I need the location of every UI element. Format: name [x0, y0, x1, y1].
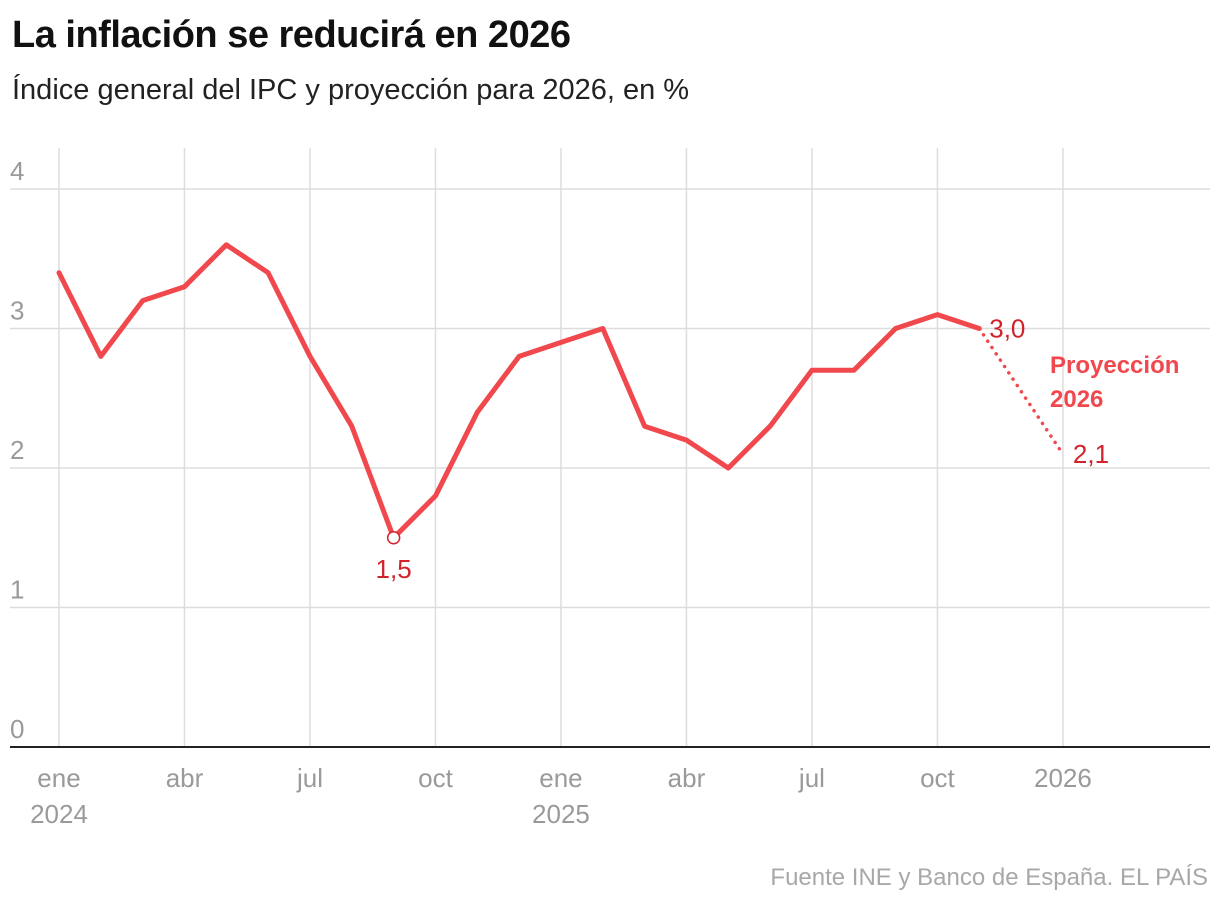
annotations-group: 1,5 3,0 2,1: [376, 314, 1110, 584]
x-tick-label: ene: [539, 763, 582, 793]
x-tick-label: jul: [798, 763, 825, 793]
x-tick-label: ene: [37, 763, 80, 793]
x-tick-label: jul: [296, 763, 323, 793]
y-gridlines: [10, 188, 1210, 609]
y-tick-label: 0: [10, 714, 24, 744]
x-axis-ticks: ene 2024 abr jul oct ene 2025 abr jul oct 2026: [30, 763, 1092, 829]
source-note: Fuente INE y Banco de España. EL PAÍS: [770, 864, 1208, 891]
x-tick-label: oct: [920, 763, 955, 793]
x-tick-year-label: 2024: [30, 799, 88, 829]
projection-label-line-2: 2026: [1050, 386, 1103, 413]
chart-title: La inflación se reducirá en 2026: [12, 14, 571, 56]
x-tick-year-label: 2025: [532, 799, 590, 829]
x-gridlines: [58, 148, 1064, 747]
y-tick-label: 3: [10, 296, 24, 326]
x-tick-label: 2026: [1034, 763, 1092, 793]
chart-subtitle: Índice general del IPC y proyección para…: [12, 74, 690, 106]
value-annotation: 2,1: [1073, 439, 1109, 469]
projection-line: [977, 326, 1065, 456]
ipc-line: [56, 242, 982, 541]
min-point-marker: [386, 531, 401, 545]
series-group: [56, 242, 1065, 541]
y-tick-label: 2: [10, 435, 24, 465]
y-tick-label: 4: [10, 156, 24, 186]
x-tick-label: oct: [418, 763, 453, 793]
x-tick-label: abr: [166, 763, 204, 793]
projection-label-line-1: Proyección: [1050, 352, 1179, 379]
y-axis-ticks: 0 1 2 3 4: [10, 156, 24, 744]
value-annotation: 1,5: [376, 554, 412, 584]
value-annotation: 3,0: [989, 314, 1025, 344]
x-tick-label: abr: [668, 763, 706, 793]
y-tick-label: 1: [10, 575, 24, 605]
